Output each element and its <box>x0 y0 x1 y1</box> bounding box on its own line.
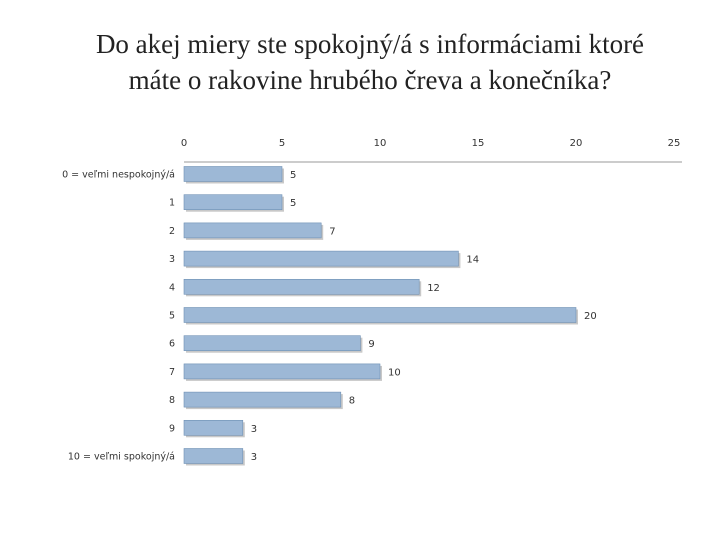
data-label: 7 <box>329 226 335 237</box>
bar <box>183 278 420 295</box>
bar <box>183 419 244 436</box>
bar <box>183 448 244 464</box>
x-tick-label: 25 <box>668 138 681 149</box>
category-label: 8 <box>169 395 175 406</box>
data-label: 8 <box>349 396 355 407</box>
data-label: 5 <box>290 198 296 209</box>
x-tick-label: 5 <box>279 138 285 149</box>
data-label: 9 <box>368 339 374 350</box>
category-label: 1 <box>169 198 175 209</box>
bar <box>183 391 342 408</box>
data-label: 3 <box>251 424 257 435</box>
x-tick-label: 15 <box>472 138 485 149</box>
data-label: 12 <box>427 283 440 294</box>
data-label: 3 <box>251 452 257 463</box>
data-label: 5 <box>290 170 296 181</box>
category-label: 2 <box>169 226 175 237</box>
category-label: 7 <box>169 367 175 378</box>
category-label: 0 = veľmi nespokojný/á <box>62 170 175 181</box>
category-label: 9 <box>169 423 175 434</box>
chart-title-line-2: máte o rakovine hrubého čreva a konečník… <box>128 65 612 95</box>
x-tick-label: 0 <box>181 138 187 149</box>
data-label: 20 <box>584 311 597 322</box>
bar <box>183 335 361 352</box>
x-tick-label: 10 <box>374 138 387 149</box>
bar <box>183 222 322 239</box>
data-label: 14 <box>466 255 479 266</box>
bar <box>183 166 283 182</box>
category-label: 5 <box>169 311 175 322</box>
x-tick-label: 20 <box>570 138 583 149</box>
data-label: 10 <box>388 367 401 378</box>
category-label: 6 <box>169 339 175 350</box>
bar <box>183 250 459 267</box>
chart-title-line-1: Do akej miery ste spokojný/á s informáci… <box>95 29 645 59</box>
bar <box>183 307 577 323</box>
category-label: 10 = veľmi spokojný/á <box>68 452 175 463</box>
category-label: 4 <box>169 282 175 293</box>
chart-title: Do akej miery ste spokojný/á s informáci… <box>40 26 700 98</box>
category-label: 3 <box>169 254 175 265</box>
bar <box>183 194 283 210</box>
bar <box>183 363 381 380</box>
